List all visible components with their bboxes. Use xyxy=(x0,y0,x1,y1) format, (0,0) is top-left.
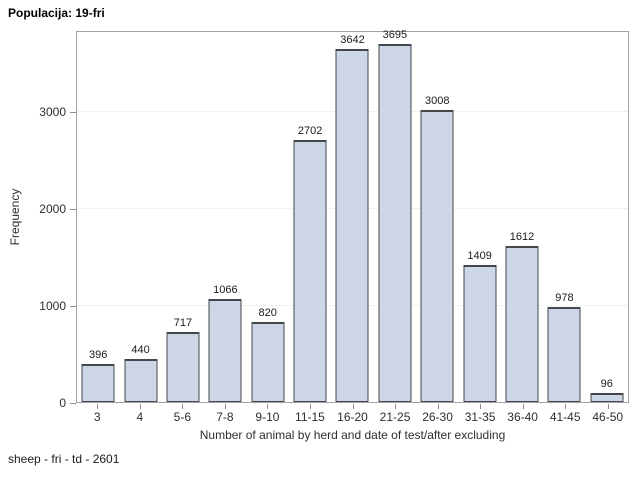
bar xyxy=(124,359,158,402)
bar xyxy=(378,43,412,402)
x-tick-mark xyxy=(522,404,524,409)
bar-slot: 3008 xyxy=(416,32,458,402)
bar xyxy=(335,48,369,402)
y-tick-label: 1000 xyxy=(39,298,66,313)
bar-slot: 978 xyxy=(543,32,585,402)
x-tick-mark xyxy=(97,404,99,409)
y-tick-label: 2000 xyxy=(39,201,66,216)
bar-slot: 1066 xyxy=(204,32,246,402)
bar-value-label: 1066 xyxy=(213,283,238,296)
x-tick-label: 26-30 xyxy=(422,410,453,424)
y-tick-mark xyxy=(70,111,76,113)
bar-slot: 3642 xyxy=(331,32,373,402)
bar-slot: 2702 xyxy=(289,32,331,402)
x-axis-title: Number of animal by herd and date of tes… xyxy=(199,428,506,442)
bar-slot: 717 xyxy=(162,32,204,402)
bar xyxy=(166,332,200,402)
x-tick-label: 7-8 xyxy=(216,410,234,424)
y-tick-label: 3000 xyxy=(39,104,66,119)
x-tick-label: 4 xyxy=(136,410,144,424)
x-tick-label: 41-45 xyxy=(549,410,581,424)
y-tick-mark xyxy=(70,305,76,307)
bar-value-label: 96 xyxy=(600,377,613,390)
x-tick-label: 16-20 xyxy=(337,410,368,424)
bar xyxy=(547,307,581,402)
bar-slot: 820 xyxy=(247,32,289,402)
y-axis-title: Frequency xyxy=(8,188,22,246)
bar-slot: 96 xyxy=(586,32,628,402)
bar-value-label: 396 xyxy=(89,348,108,361)
bar-value-label: 1409 xyxy=(467,250,492,263)
x-tick-mark xyxy=(437,404,439,409)
bar-value-label: 3008 xyxy=(425,95,450,108)
x-tick-label: 36-40 xyxy=(507,410,538,424)
bar xyxy=(81,363,115,402)
bar-value-label: 820 xyxy=(258,307,277,320)
plot-area: 396 440 717 1066 820 2702 3642 3695 3008 1409 1612… xyxy=(76,28,629,403)
bar xyxy=(208,298,242,402)
x-tick-mark xyxy=(224,404,226,409)
bar-slot: 396 xyxy=(77,32,119,402)
x-tick-mark xyxy=(607,404,609,409)
chart-footnote: sheep - fri - td - 2601 xyxy=(8,452,120,466)
x-tick-mark xyxy=(309,404,311,409)
bar-value-label: 1612 xyxy=(509,230,535,243)
chart-title: Populacija: 19-fri xyxy=(8,6,105,20)
x-tick-mark xyxy=(267,404,269,409)
bar xyxy=(420,110,454,402)
bar xyxy=(293,139,327,402)
x-tick-label: 5-6 xyxy=(173,410,192,424)
bar-value-label: 978 xyxy=(555,292,574,305)
x-tick-mark xyxy=(480,404,482,409)
bar-value-label: 717 xyxy=(173,317,193,330)
x-tick-mark xyxy=(565,404,567,409)
x-tick-mark xyxy=(139,404,141,409)
bar xyxy=(590,392,624,402)
bar-slot: 440 xyxy=(119,32,161,402)
bar xyxy=(251,322,285,402)
y-tick-mark xyxy=(70,403,76,404)
bar-slot: 3695 xyxy=(374,28,416,402)
y-tick-mark xyxy=(70,208,76,210)
bar-value-label: 3642 xyxy=(340,33,365,46)
bar-slot: 1612 xyxy=(501,32,543,402)
x-tick-label: 11-15 xyxy=(295,410,325,424)
x-tick-label: 46-50 xyxy=(592,410,624,424)
x-tick-label: 21-25 xyxy=(379,410,411,424)
y-tick-label: 0 xyxy=(59,396,66,410)
bar-value-label: 440 xyxy=(131,344,150,357)
x-tick-mark xyxy=(395,404,397,409)
x-tick-mark xyxy=(182,404,184,409)
bar-value-label: 3695 xyxy=(382,28,408,41)
bar-value-label: 2702 xyxy=(297,124,323,137)
x-tick-mark xyxy=(352,404,354,409)
bar xyxy=(505,245,539,402)
x-tick-label: 3 xyxy=(93,410,101,424)
bar-slot: 1409 xyxy=(458,32,500,402)
x-tick-label: 9-10 xyxy=(255,410,280,424)
bar xyxy=(463,265,497,402)
x-tick-label: 31-35 xyxy=(464,410,496,424)
